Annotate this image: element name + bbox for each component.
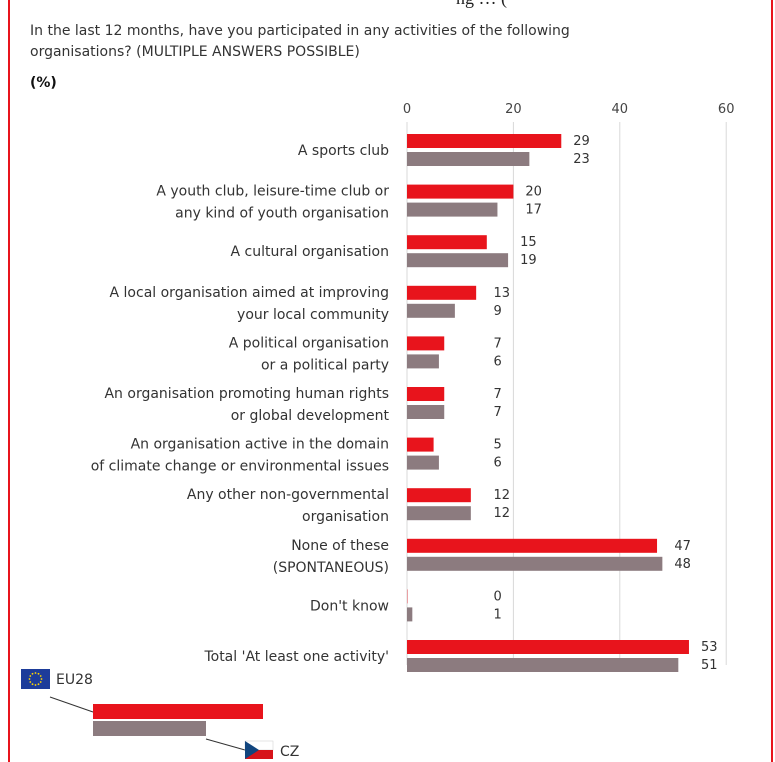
chart-frame <box>8 0 773 762</box>
unit-label: (%) <box>30 75 57 91</box>
category-label: Any other non-governmental <box>187 487 389 503</box>
eu28-bar <box>407 538 658 553</box>
x-axis-ticks: 0 20 40 60 <box>403 102 735 117</box>
cz-bar <box>407 405 445 419</box>
category-label: or a political party <box>261 357 389 373</box>
eu-flag-star <box>29 681 32 683</box>
cz-bar <box>407 303 455 318</box>
eu28-bar <box>407 285 477 300</box>
eu-flag-icon <box>21 669 50 689</box>
cz-flag-triangle <box>245 741 259 759</box>
category-label: any kind of youth organisation <box>175 206 389 222</box>
legend-leader-line <box>205 738 246 751</box>
eu28-bar <box>407 640 689 654</box>
category-label: Total 'At least one activity' <box>203 649 389 665</box>
category-labels: A sports club A youth club, leisure-time … <box>91 143 390 665</box>
eu28-bar <box>407 184 514 199</box>
value-label: 13 <box>493 286 510 301</box>
category-label: (SPONTANEOUS) <box>273 560 389 576</box>
value-label: 19 <box>520 253 537 268</box>
category-label: or global development <box>231 408 390 424</box>
value-label: 48 <box>674 557 691 572</box>
bars <box>407 134 689 672</box>
cz-bar <box>407 556 663 571</box>
eu28-bar <box>407 488 471 503</box>
cz-bar <box>407 607 413 622</box>
value-labels: 29 23 20 17 15 19 13 9 7 6 7 7 5 6 12 12 47 48 0 1 53 51 <box>493 134 717 673</box>
category-label: of climate change or environmental issue… <box>91 459 389 475</box>
value-label: 7 <box>493 336 501 351</box>
category-label: A sports club <box>298 143 389 159</box>
category-label: your local community <box>237 307 389 323</box>
eu28-bar <box>407 387 445 401</box>
value-label: 0 <box>493 589 501 604</box>
value-label: 20 <box>525 185 542 200</box>
x-tick-label: 0 <box>403 102 411 117</box>
x-tick-label: 20 <box>505 102 522 117</box>
value-label: 12 <box>493 488 510 503</box>
eu-flag-star <box>34 684 37 686</box>
value-label: 6 <box>493 456 501 471</box>
category-label: A political organisation <box>229 335 389 351</box>
category-label: organisation <box>302 509 389 525</box>
question-text-line-1: In the last 12 months, have you particip… <box>30 23 570 39</box>
value-label: 9 <box>493 304 501 319</box>
legend-swatch-cz <box>93 721 206 736</box>
x-tick-label: 40 <box>612 102 629 117</box>
cropped-header-text: ng … ( <box>456 0 507 9</box>
eu-flag-star <box>28 678 31 680</box>
legend: EU28 CZ <box>21 669 299 760</box>
value-label: 6 <box>493 354 501 369</box>
legend-swatch-eu28 <box>93 704 263 719</box>
legend-label-eu28: EU28 <box>56 672 93 688</box>
eu-flag-star <box>37 672 40 675</box>
value-label: 7 <box>493 387 501 402</box>
value-label: 53 <box>701 640 718 655</box>
cz-bar <box>407 506 471 521</box>
eu-flag-star <box>37 683 40 686</box>
value-label: 23 <box>573 152 590 167</box>
value-label: 17 <box>525 203 542 218</box>
eu-flag-star <box>29 675 32 677</box>
eu-flag-star <box>39 681 42 683</box>
value-label: 47 <box>674 539 691 554</box>
value-label: 7 <box>493 405 501 420</box>
question-text-line-2: organisations? (MULTIPLE ANSWERS POSSIBL… <box>30 44 360 60</box>
cz-bar <box>407 152 530 166</box>
value-label: 1 <box>493 607 501 622</box>
cz-flag-red <box>245 750 273 759</box>
value-label: 5 <box>493 438 501 453</box>
eu-flag-star <box>31 672 34 675</box>
legend-label-cz: CZ <box>280 744 299 760</box>
eu28-bar <box>407 235 487 250</box>
value-label: 12 <box>493 506 510 521</box>
eu-flag-star <box>34 672 37 674</box>
eu28-bar <box>407 336 445 351</box>
value-label: 29 <box>573 134 590 149</box>
x-tick-label: 60 <box>718 102 735 117</box>
cz-bar <box>407 455 439 470</box>
value-label: 51 <box>701 658 718 673</box>
cz-bar <box>407 658 679 672</box>
category-label: None of these <box>291 538 389 554</box>
legend-leader-line <box>49 696 94 713</box>
cz-bar <box>407 354 439 369</box>
category-label: An organisation active in the domain <box>131 437 389 453</box>
cz-bar <box>407 253 509 268</box>
cz-bar <box>407 202 498 217</box>
category-label: A cultural organisation <box>230 244 389 260</box>
category-label: Don't know <box>310 598 389 614</box>
eu28-bar <box>407 589 408 604</box>
eu-flag-star <box>31 683 34 686</box>
eu28-bar <box>407 437 434 452</box>
eu28-bar <box>407 134 562 148</box>
category-label: A local organisation aimed at improving <box>110 285 389 301</box>
value-label: 15 <box>520 235 537 250</box>
eu-flag-star <box>39 675 42 677</box>
category-label: An organisation promoting human rights <box>104 386 389 402</box>
eu-flag-star <box>40 678 43 680</box>
category-label: A youth club, leisure-time club or <box>156 184 389 200</box>
